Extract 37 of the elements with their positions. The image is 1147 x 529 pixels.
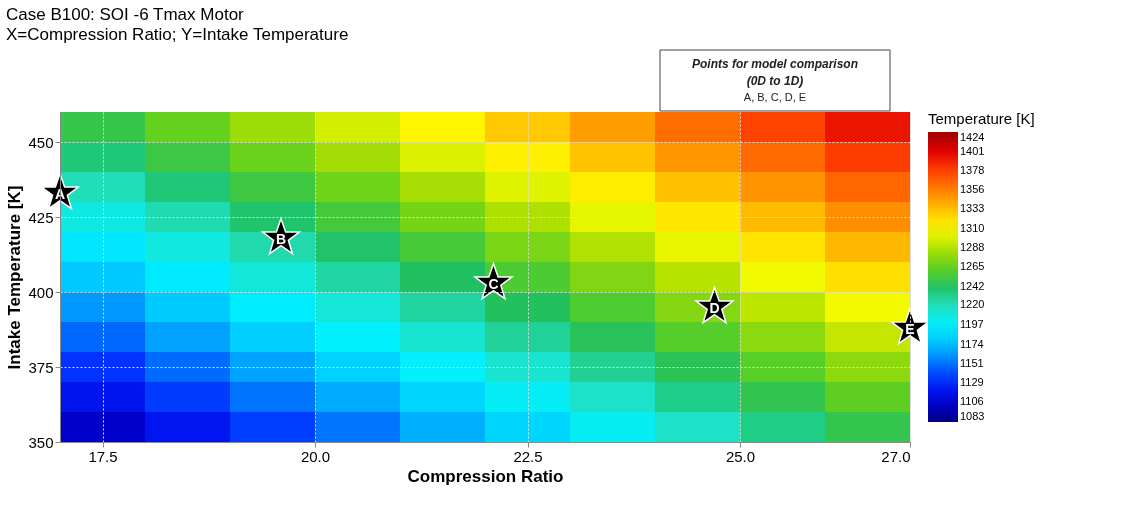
text: A, B, C, D, E: [743, 91, 807, 103]
color-bar-label: 1242: [960, 279, 985, 292]
data-label: B: [275, 231, 287, 247]
color-bar-label: 1288: [960, 240, 985, 253]
y-tick-label: 450: [28, 133, 54, 151]
color-bar-label: 1106: [960, 395, 984, 408]
x-tick-label: 22.5: [513, 447, 543, 465]
y-tick-label: 425: [28, 208, 54, 226]
color-bar-label: 1083: [960, 410, 985, 422]
chart-title: Case B100: SOI -6 Tmax Motor: [5, 4, 245, 24]
y-tick-label: 375: [28, 358, 54, 376]
color-bar-label: 1378: [960, 164, 985, 177]
x-tick-label: 27.0: [881, 447, 911, 465]
data-label: C: [488, 276, 499, 292]
color-bar-label: 1220: [960, 298, 985, 311]
x-tick-label: 17.5: [88, 447, 118, 465]
color-bar-label: 1174: [960, 337, 984, 350]
color-bar-label: 1265: [960, 260, 985, 273]
y-tick-label: 350: [28, 433, 54, 451]
chart-subtitle: X=Compression Ratio; Y=Intake Temperature: [5, 24, 349, 44]
color-bar-label: 1197: [960, 318, 984, 331]
color-bar-label: 1310: [960, 221, 985, 234]
x-tick-label: 20.0: [300, 447, 331, 465]
color-bar-label: 1333: [960, 202, 985, 215]
y-axis-title: Intake Temperature [K]: [5, 185, 25, 370]
color-bar-label: 1151: [960, 357, 984, 370]
y-tick-label: 400: [28, 283, 54, 301]
data-label: D: [709, 300, 720, 316]
color-bar-title: Temperature [K]: [928, 110, 1035, 127]
x-axis-title: Compression Ratio: [407, 466, 564, 486]
text: Points for model comparison: [691, 57, 859, 71]
color-bar-label: 1401: [960, 144, 985, 157]
color-bar-label: 1424: [960, 131, 985, 143]
x-tick-label: 25.0: [725, 447, 756, 465]
text: (0D to 1D): [746, 74, 804, 88]
color-bar-label: 1356: [960, 182, 985, 195]
color-bar-label: 1129: [960, 375, 984, 388]
